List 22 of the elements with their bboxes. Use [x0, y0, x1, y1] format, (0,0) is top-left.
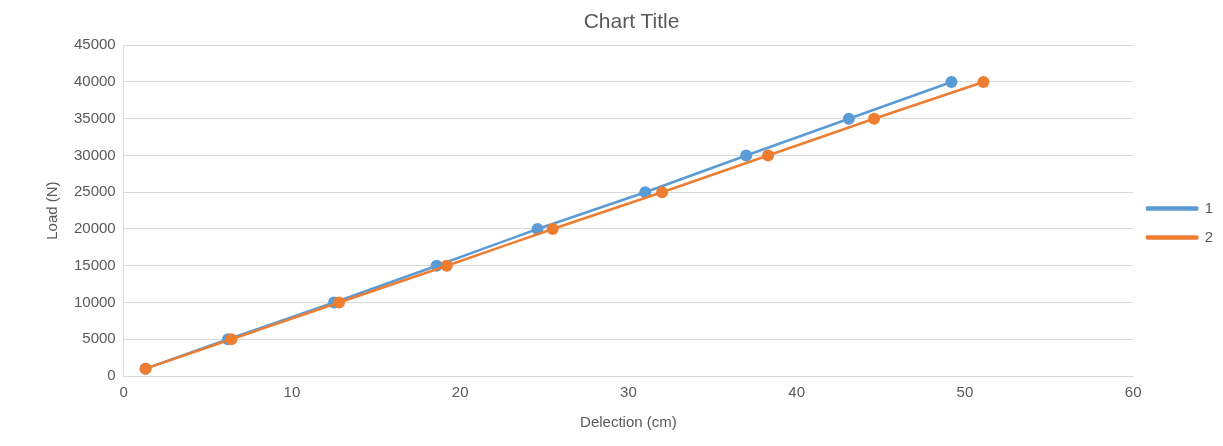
y-axis-title: Load (N) [43, 181, 61, 240]
legend-label: 1 [1204, 198, 1213, 216]
y-tick-label: 30000 [73, 145, 116, 163]
y-tick-label: 40000 [73, 72, 116, 90]
x-tick-label: 50 [956, 383, 974, 401]
y-tick-label: 20000 [73, 219, 116, 237]
y-tick-label: 45000 [73, 35, 116, 53]
x-tick-label: 60 [1124, 383, 1142, 401]
y-tick-label: 5000 [82, 329, 116, 347]
y-tick-label: 15000 [73, 255, 116, 273]
x-tick-label: 10 [283, 383, 301, 401]
x-axis-title: Delection (cm) [580, 413, 677, 431]
x-tick-label: 20 [451, 383, 469, 401]
y-tick-label: 25000 [73, 182, 116, 200]
y-tick-label: 35000 [73, 108, 116, 126]
legend-label: 2 [1204, 227, 1213, 245]
y-tick-label: 0 [107, 366, 116, 384]
x-tick-label: 30 [620, 383, 637, 401]
x-tick-label: 0 [119, 383, 128, 401]
chart-title: Chart Title [583, 9, 680, 33]
x-tick-label: 40 [788, 383, 806, 401]
y-tick-label: 10000 [73, 292, 116, 310]
